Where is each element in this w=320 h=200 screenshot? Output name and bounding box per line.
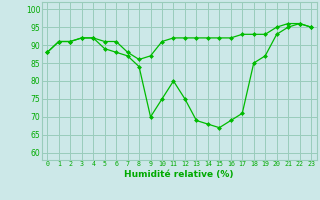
X-axis label: Humidité relative (%): Humidité relative (%) <box>124 170 234 179</box>
